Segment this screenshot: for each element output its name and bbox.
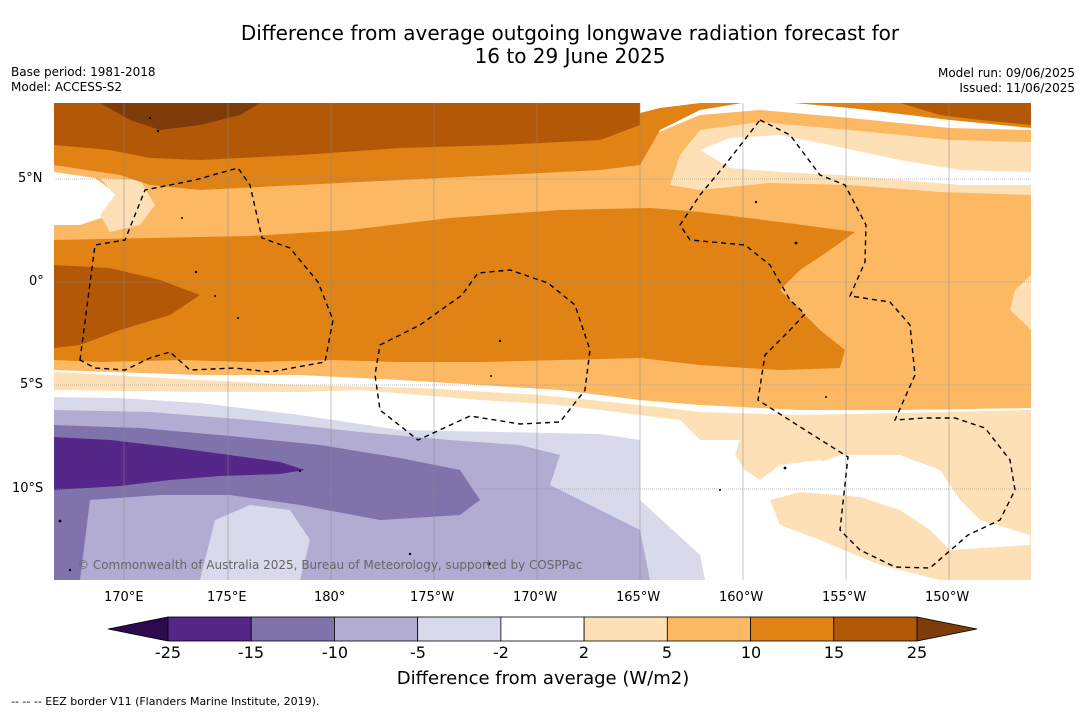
field-dark-orange-main — [54, 208, 855, 370]
colorbar-swatch — [250, 616, 335, 642]
lat-label-5s: 5°S — [20, 377, 44, 392]
field-deep-purple — [54, 437, 305, 490]
eez-footnote: -- -- -- EEZ border V11 (Flanders Marine… — [11, 695, 320, 708]
field-white-patch-west — [54, 172, 118, 225]
field-darkest-brown — [100, 103, 260, 130]
colorbar-tick-label: -15 — [237, 643, 265, 662]
colorbar-swatch — [833, 616, 918, 642]
lon-label-170w: 170°W — [513, 590, 558, 605]
field-white-hole — [200, 505, 310, 580]
model-text: Model: ACCESS-S2 — [11, 80, 123, 94]
lon-label-180: 180° — [314, 590, 346, 605]
field-dark-orange — [54, 103, 1031, 190]
colorbar-swatch — [167, 616, 252, 642]
colorbar-tick-label: 2 — [578, 643, 590, 662]
lat-label-5n: 5°N — [18, 171, 43, 186]
colorbar-tick-label: 15 — [823, 643, 845, 662]
colorbar-tick-label: -5 — [410, 643, 426, 662]
map-title-line2: 16 to 29 June 2025 — [474, 44, 666, 68]
colorbar-tick-label: 5 — [661, 643, 673, 662]
lat-label-10s: 10°S — [12, 481, 44, 496]
field-brown-ne — [900, 103, 1031, 125]
colorbar — [107, 616, 978, 642]
meta-left: Base period: 1981-2018 Model: ACCESS-S2 — [11, 65, 156, 95]
lat-label-0: 0° — [29, 274, 44, 289]
colorbar-tick-label: 25 — [906, 643, 928, 662]
lon-label-175w: 175°W — [410, 590, 455, 605]
islands — [58, 117, 827, 572]
colorbar-swatch — [417, 616, 502, 642]
field-light-orange-lobe — [770, 492, 1031, 580]
field-white-patch-north — [700, 135, 1031, 185]
colorbar-tick-label: -25 — [154, 643, 182, 662]
field-brown-west — [54, 265, 200, 348]
lon-label-170e: 170°E — [104, 590, 144, 605]
lon-label-175e: 175°E — [207, 590, 247, 605]
lon-label-165w: 165°W — [616, 590, 661, 605]
colorbar-extend-high — [916, 616, 978, 642]
colorbar-swatch — [750, 616, 835, 642]
graticule — [54, 103, 1031, 580]
colorbar-tick-label: 10 — [740, 643, 762, 662]
colorbar-swatch — [666, 616, 751, 642]
lon-label-155w: 155°W — [822, 590, 867, 605]
field-light-orange — [54, 372, 1031, 580]
colorbar-tick-label: -10 — [321, 643, 349, 662]
meta-right: Model run: 09/06/2025 Issued: 11/06/2025 — [938, 66, 1075, 96]
eez-borders — [79, 119, 1016, 569]
lon-label-160w: 160°W — [719, 590, 764, 605]
colorbar-swatch — [334, 616, 419, 642]
base-period-text: Base period: 1981-2018 — [11, 65, 156, 79]
lon-label-150w: 150°W — [925, 590, 970, 605]
colorbar-swatch — [583, 616, 668, 642]
model-run-text: Model run: 09/06/2025 — [937, 66, 1075, 80]
issued-text: Issued: 11/06/2025 — [959, 81, 1075, 95]
colorbar-tick-label: -2 — [493, 643, 509, 662]
map-plot-area — [54, 103, 1031, 580]
colorbar-title: Difference from average (W/m2) — [396, 668, 690, 689]
field-light-orange-east — [1010, 275, 1031, 330]
map-title-line1: Difference from average outgoing longwav… — [240, 21, 900, 45]
colorbar-swatch — [500, 616, 585, 642]
copyright-text: © Commonwealth of Australia 2025, Bureau… — [77, 558, 583, 572]
field-light-orange-west — [100, 178, 155, 232]
colorbar-extend-low — [107, 616, 169, 642]
